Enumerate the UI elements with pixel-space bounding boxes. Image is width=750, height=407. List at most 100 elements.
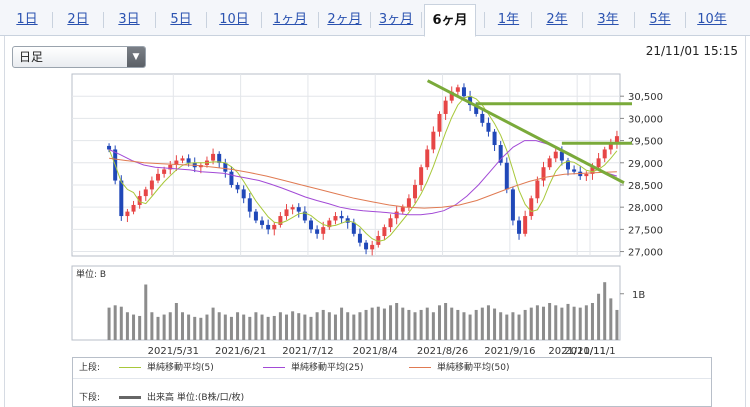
volume-bar bbox=[303, 314, 307, 340]
price-tick-label: 30,000 bbox=[628, 114, 663, 125]
volume-bar bbox=[554, 305, 558, 340]
tab-4[interactable]: 5日 bbox=[170, 12, 192, 27]
candle-body bbox=[559, 151, 564, 161]
volume-bar bbox=[572, 306, 576, 340]
volume-bar bbox=[358, 312, 362, 340]
volume-bar bbox=[119, 306, 123, 340]
tab-5[interactable]: 10日 bbox=[219, 12, 249, 27]
tab-9[interactable]: 6ヶ月 bbox=[424, 4, 476, 37]
tab-8[interactable]: 3ヶ月 bbox=[378, 12, 414, 27]
volume-bar bbox=[419, 309, 423, 340]
candle-body bbox=[388, 218, 393, 228]
volume-bar bbox=[217, 312, 221, 340]
candle-body bbox=[333, 216, 338, 221]
tab-3[interactable]: 3日 bbox=[118, 12, 140, 27]
volume-bar bbox=[395, 303, 399, 340]
candle-body bbox=[290, 207, 295, 210]
legend-volume-label: 出来高 単位:(B株/口/枚) bbox=[147, 393, 245, 403]
tab-7[interactable]: 2ヶ月 bbox=[327, 12, 362, 27]
volume-bar bbox=[511, 312, 515, 340]
volume-line-icon bbox=[119, 396, 141, 399]
tab-divider bbox=[634, 12, 635, 28]
candle-body bbox=[272, 224, 277, 230]
tab-1[interactable]: 1日 bbox=[16, 12, 38, 27]
chart-panel bbox=[4, 36, 746, 407]
ma5-line bbox=[108, 95, 618, 242]
tab-11[interactable]: 2年 bbox=[546, 12, 568, 27]
price-tick-label: 28,000 bbox=[628, 203, 663, 214]
price-plot-area bbox=[71, 73, 621, 257]
candle-body bbox=[584, 173, 589, 177]
candle-body bbox=[565, 160, 570, 170]
tab-2[interactable]: 2日 bbox=[67, 12, 89, 27]
legend-upper-row: 上段: 単純移動平均(5) 単純移動平均(25) 単純移動平均(50) bbox=[73, 361, 711, 375]
candle-body bbox=[437, 113, 442, 132]
volume-bar bbox=[603, 282, 607, 340]
date-tick-label: 2021/10/11 bbox=[548, 346, 606, 357]
volume-bar bbox=[138, 315, 142, 340]
trendline-descending bbox=[426, 79, 625, 185]
tab-13[interactable]: 5年 bbox=[649, 12, 671, 27]
legend-lower-label: 下段: bbox=[79, 393, 101, 403]
candle-body bbox=[413, 184, 418, 199]
tab-divider bbox=[52, 12, 53, 28]
date-tick-label: 2021/5/31 bbox=[148, 346, 199, 357]
candle-body bbox=[468, 96, 473, 106]
candle-body bbox=[370, 244, 375, 250]
volume-bar bbox=[211, 307, 215, 340]
candle-body bbox=[419, 167, 424, 185]
candle-body bbox=[308, 220, 313, 230]
candle-body bbox=[284, 209, 289, 217]
volume-bar bbox=[615, 309, 619, 340]
volume-tick-label: 1B bbox=[632, 290, 645, 301]
volume-bar bbox=[150, 312, 154, 340]
candle-body bbox=[247, 198, 252, 212]
tab-6[interactable]: 1ヶ月 bbox=[272, 12, 308, 27]
volume-bar bbox=[174, 303, 178, 340]
candle-body bbox=[572, 169, 577, 172]
candle-body bbox=[119, 180, 124, 217]
candle-body bbox=[535, 180, 540, 199]
tab-divider bbox=[155, 12, 156, 28]
candle-body bbox=[431, 131, 436, 150]
candle-body bbox=[131, 204, 136, 212]
price-tick-label: 29,500 bbox=[628, 137, 663, 148]
volume-bar bbox=[260, 314, 264, 340]
candle-body bbox=[529, 198, 534, 217]
tab-14[interactable]: 10年 bbox=[697, 12, 727, 27]
date-tick-label: 2021/9/16 bbox=[484, 346, 535, 357]
candle-period-select[interactable]: 日足 ▼ bbox=[12, 46, 146, 68]
candle-body bbox=[217, 153, 222, 163]
volume-bar bbox=[364, 309, 368, 340]
candle-body bbox=[186, 158, 191, 163]
price-tick-label: 27,000 bbox=[628, 248, 663, 259]
candle-body bbox=[486, 122, 491, 132]
volume-bar bbox=[382, 308, 386, 340]
candle-body bbox=[339, 216, 344, 219]
chevron-down-icon[interactable]: ▼ bbox=[127, 47, 145, 67]
legend-ma5-label: 単純移動平均(5) bbox=[147, 363, 214, 373]
volume-unit-label: 単位: B bbox=[76, 268, 106, 280]
volume-bar bbox=[456, 309, 460, 340]
candle-body bbox=[162, 169, 167, 174]
volume-bar bbox=[597, 293, 601, 340]
tab-divider bbox=[582, 12, 583, 28]
candle-body bbox=[547, 158, 552, 168]
candle-body bbox=[602, 149, 607, 159]
volume-bar bbox=[309, 316, 313, 340]
ma25-line-icon bbox=[263, 367, 285, 368]
tab-divider bbox=[484, 12, 485, 28]
candle-body bbox=[517, 220, 522, 234]
last-update-timestamp: 21/11/01 15:15 bbox=[645, 44, 738, 58]
volume-bar bbox=[560, 307, 564, 340]
candle-body bbox=[351, 222, 356, 234]
tab-12[interactable]: 3年 bbox=[597, 12, 619, 27]
price-tick-label: 30,500 bbox=[628, 92, 663, 103]
candle-body bbox=[143, 189, 148, 197]
period-tab-bar: 1日 2日 3日 5日 10日 1ヶ月 2ヶ月 3ヶ月 6ヶ月 1年 2年 3年 5年 10年 bbox=[0, 0, 750, 37]
volume-bar bbox=[437, 305, 441, 340]
tab-10[interactable]: 1年 bbox=[497, 12, 520, 27]
candle-body bbox=[608, 142, 613, 150]
volume-bar bbox=[162, 314, 166, 340]
volume-bar bbox=[248, 316, 252, 340]
